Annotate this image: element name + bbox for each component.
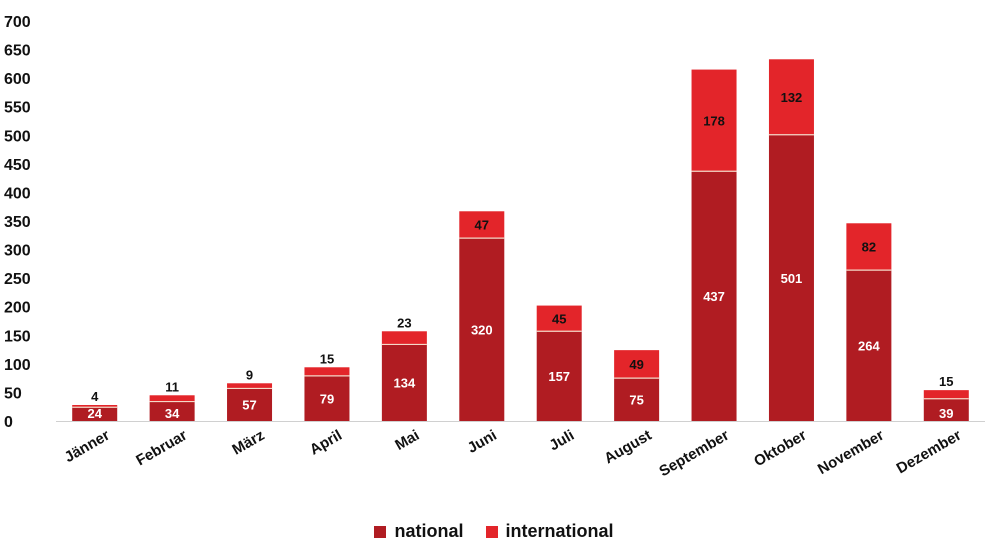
y-tick-label: 650 [4, 43, 31, 60]
y-tick-label: 700 [4, 14, 31, 31]
stacked-bar-chart: 0 50 100 150 200 250 300 350 400 450 500 550 600 650 7… [4, 14, 985, 481]
x-tick-label: März [229, 427, 267, 459]
x-tick-label: September [656, 427, 732, 481]
data-label-international: 132 [781, 90, 803, 105]
data-label-international: 15 [939, 374, 953, 389]
y-tick-label: 350 [4, 214, 31, 231]
x-tick-label: August [601, 427, 654, 468]
y-tick-label: 200 [4, 300, 31, 317]
legend-item-national: national [374, 521, 464, 542]
bar-national [72, 407, 118, 421]
bar-national [614, 378, 660, 421]
data-label-national: 39 [939, 406, 953, 421]
bar-national [304, 375, 350, 421]
data-label-national: 57 [242, 398, 256, 413]
data-label-international: 82 [862, 240, 876, 255]
data-label-national: 437 [703, 289, 725, 304]
data-label-international: 49 [629, 357, 643, 372]
x-tick-label: Februar [133, 427, 190, 470]
y-tick-label: 500 [4, 128, 31, 145]
x-tick-label: Jänner [62, 427, 113, 466]
legend: national international [0, 521, 988, 542]
x-tick-label: Juli [546, 427, 577, 455]
y-tick-label: 450 [4, 157, 31, 174]
data-label-national: 34 [165, 406, 180, 421]
bar-national [149, 401, 195, 421]
data-label-national: 24 [87, 406, 102, 421]
bar-international [614, 350, 660, 379]
data-label-international: 15 [320, 351, 334, 366]
y-tick-label: 300 [4, 243, 31, 260]
bar-national [459, 238, 505, 421]
legend-label-national: national [394, 521, 464, 541]
x-tick-label: Juni [465, 427, 500, 457]
bar-national [768, 134, 814, 421]
y-tick-label: 0 [4, 414, 13, 431]
data-label-international: 47 [475, 218, 489, 233]
data-label-international: 23 [397, 315, 411, 330]
y-tick-label: 250 [4, 271, 31, 288]
bar-national [846, 270, 892, 421]
y-tick-label: 150 [4, 328, 31, 345]
data-label-national: 157 [548, 369, 570, 384]
data-label-international: 9 [246, 367, 253, 382]
legend-swatch-international [485, 525, 498, 538]
y-tick-label: 100 [4, 357, 31, 374]
bar-international [923, 390, 969, 399]
x-tick-label: Oktober [751, 427, 809, 471]
bar-international [846, 223, 892, 271]
bar-international [459, 211, 505, 239]
bar-international [536, 305, 582, 332]
y-tick-label: 50 [4, 385, 22, 402]
y-tick-label: 550 [4, 100, 31, 117]
data-label-national: 264 [858, 339, 880, 354]
bar-international [381, 331, 427, 345]
data-label-international: 45 [552, 311, 566, 326]
bar-international [72, 405, 118, 408]
data-label-international: 178 [703, 113, 725, 128]
bar-international [768, 59, 814, 135]
y-tick-label: 600 [4, 71, 31, 88]
bar-national [923, 398, 969, 421]
data-label-national: 75 [629, 393, 643, 408]
bar-international [149, 395, 195, 402]
bar-national [227, 388, 273, 421]
bar-national [691, 171, 737, 421]
x-tick-label: November [815, 427, 887, 478]
data-label-international: 11 [165, 379, 179, 394]
legend-swatch-national [374, 525, 387, 538]
bar-international [691, 69, 737, 172]
legend-item-international: international [485, 521, 614, 542]
data-label-national: 320 [471, 323, 493, 338]
x-tick-label: Dezember [894, 427, 965, 478]
bar-international [227, 383, 273, 389]
data-label-national: 501 [781, 271, 803, 286]
data-label-international: 4 [91, 389, 99, 404]
y-tick-label: 400 [4, 185, 31, 202]
x-tick-label: Mai [392, 427, 422, 454]
bar-national [536, 331, 582, 421]
legend-label-international: international [505, 521, 614, 541]
data-label-national: 79 [320, 391, 334, 406]
bar-international [304, 367, 350, 376]
bar-national [381, 344, 427, 421]
x-tick-label: April [307, 427, 345, 459]
data-label-national: 134 [394, 376, 416, 391]
